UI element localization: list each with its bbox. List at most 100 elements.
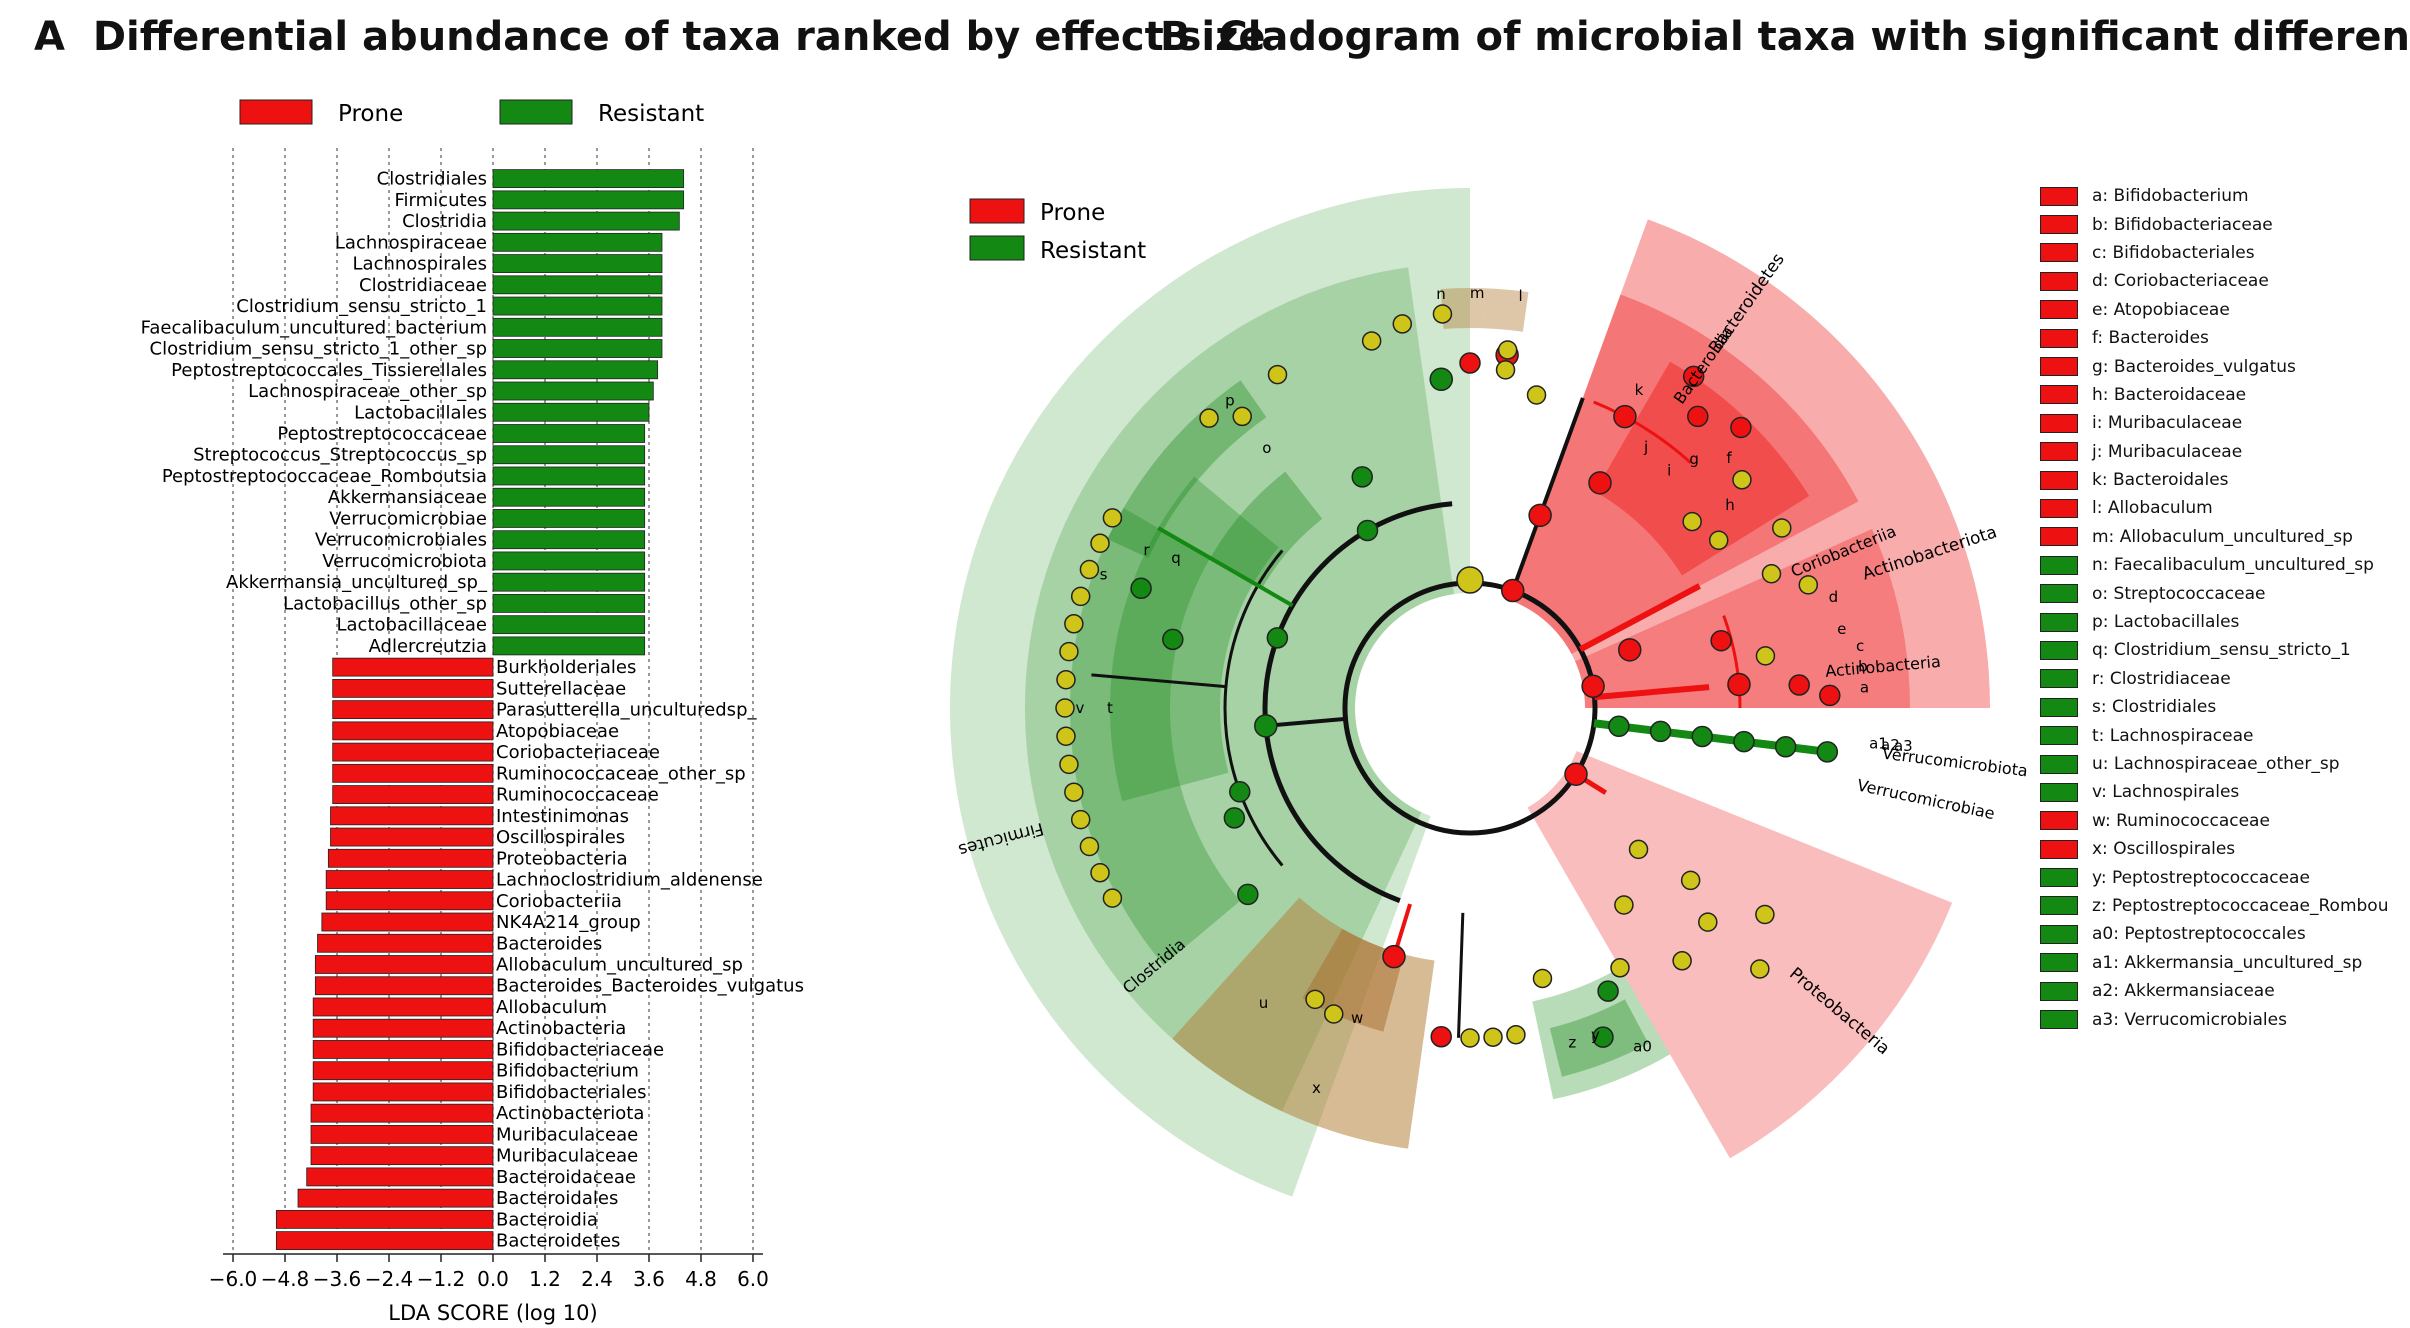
- taxa-legend-swatch: [2040, 413, 2078, 433]
- taxa-legend-label: r: Clostridiaceae: [2092, 668, 2231, 689]
- panel-a-title: A Differential abundance of taxa ranked …: [34, 14, 1266, 60]
- taxa-legend-label: e: Atopobiaceae: [2092, 299, 2230, 320]
- bar: [306, 1167, 494, 1187]
- lda-x-axis: −6.0 −4.8 −3.6 −2.4 −1.2 0.0 1.2 2.4 3.6 4.8 6.0: [209, 1253, 769, 1291]
- bar-label: Actinobacteria: [496, 1018, 626, 1039]
- bar-label: Oscillospirales: [496, 827, 625, 848]
- bar: [492, 530, 646, 550]
- taxa-legend-item: n: Faecalibaculum_uncultured_sp: [2040, 551, 2410, 579]
- taxa-legend-swatch: [2040, 782, 2078, 802]
- bar: [492, 445, 646, 465]
- bar: [312, 997, 494, 1017]
- taxa-legend-item: y: Peptostreptococcaceae: [2040, 863, 2410, 891]
- taxa-legend-swatch: [2040, 612, 2078, 632]
- bar-label: Clostridium_sensu_stricto_1: [236, 296, 487, 317]
- panel-b-title: B Cladogram of microbial taxa with signi…: [1160, 14, 2410, 60]
- bar-label: Lachnospirales: [353, 254, 487, 275]
- bar: [492, 424, 646, 443]
- bar: [492, 466, 646, 486]
- taxa-legend-swatch: [2040, 442, 2078, 462]
- taxa-legend-label: c: Bifidobacteriales: [2092, 242, 2255, 263]
- panel-a-title-text: Differential abundance of taxa ranked by…: [92, 14, 1266, 60]
- taxa-legend-label: n: Faecalibaculum_uncultured_sp: [2092, 555, 2374, 576]
- taxa-legend-label: m: Allobaculum_uncultured_sp: [2092, 526, 2353, 547]
- taxa-legend-swatch: [2040, 215, 2078, 235]
- bar: [492, 509, 646, 528]
- bar: [332, 785, 494, 804]
- bar-label: Lactobacillus_other_sp: [283, 593, 487, 614]
- x-tick-label: −4.8: [261, 1267, 310, 1291]
- taxa-legend-label: a2: Akkermansiaceae: [2092, 981, 2275, 1002]
- bar-label: Peptostreptococcales_Tissierellales: [171, 360, 487, 381]
- taxa-legend-label: l: Allobaculum: [2092, 498, 2213, 519]
- x-tick-label: −6.0: [209, 1267, 258, 1291]
- taxa-legend-item: e: Atopobiaceae: [2040, 296, 2410, 324]
- x-tick-label: 4.8: [685, 1267, 717, 1291]
- taxa-legend: a: Bifidobacterium b: Bifidobacteriaceae c…: [2040, 182, 2410, 1034]
- taxa-legend-item: a: Bifidobacterium: [2040, 182, 2410, 210]
- bar-label: Bacteroidales: [496, 1188, 618, 1209]
- bar-label: Ruminococcaceae_other_sp: [496, 763, 746, 784]
- taxa-legend-item: a0: Peptostreptococcales: [2040, 920, 2410, 948]
- taxa-legend-item: b: Bifidobacteriaceae: [2040, 210, 2410, 238]
- bar-label: Allobaculum: [496, 997, 607, 1018]
- bar-label: Firmicutes: [395, 190, 487, 211]
- taxa-legend-item: t: Lachnospiraceae: [2040, 721, 2410, 749]
- taxa-legend-swatch: [2040, 385, 2078, 405]
- bar: [312, 1082, 494, 1102]
- taxa-legend-label: b: Bifidobacteriaceae: [2092, 214, 2273, 235]
- bar-label: Bacteroidia: [496, 1209, 598, 1230]
- bar: [332, 700, 494, 720]
- bar-label: Proteobacteria: [496, 848, 628, 869]
- taxa-legend-item: j: Muribaculaceae: [2040, 438, 2410, 466]
- bar: [492, 594, 646, 613]
- bar-label: Burkholderiales: [496, 657, 636, 678]
- taxa-legend-swatch: [2040, 243, 2078, 263]
- x-tick-label: −3.6: [313, 1267, 362, 1291]
- taxa-legend-swatch: [2040, 271, 2078, 291]
- bar: [492, 211, 680, 231]
- taxa-legend-swatch: [2040, 640, 2078, 660]
- bar-label: Muribaculaceae: [496, 1124, 638, 1145]
- bar: [275, 1231, 494, 1251]
- bar: [314, 955, 494, 974]
- taxa-legend-label: d: Coriobacteriaceae: [2092, 271, 2269, 292]
- bar: [332, 678, 494, 698]
- panel-a-letter: A: [34, 14, 65, 60]
- taxa-legend-label: a0: Peptostreptococcales: [2092, 924, 2306, 945]
- x-tick-label: −1.2: [417, 1267, 466, 1291]
- taxa-legend-item: q: Clostridium_sensu_stricto_1: [2040, 636, 2410, 664]
- bar: [492, 317, 663, 337]
- bar-label: Lactobacillales: [354, 402, 487, 423]
- taxa-legend-swatch: [2040, 754, 2078, 774]
- lda-bars: [275, 169, 685, 1251]
- bar-label: Clostridia: [402, 211, 487, 232]
- taxa-legend-item: f: Bacteroides: [2040, 324, 2410, 352]
- bar-label: Bifidobacterium: [496, 1061, 639, 1082]
- taxa-legend-item: a1: Akkermansia_uncultured_sp: [2040, 949, 2410, 977]
- legend-label-prone: Prone: [338, 101, 403, 127]
- bar: [492, 381, 654, 401]
- bar: [321, 912, 494, 932]
- x-tick-label: 3.6: [633, 1267, 665, 1291]
- taxa-legend-swatch: [2040, 868, 2078, 888]
- bar-label: Atopobiaceae: [496, 721, 619, 742]
- taxa-legend-item: h: Bacteroidaceae: [2040, 381, 2410, 409]
- taxa-legend-label: x: Oscillospirales: [2092, 839, 2236, 860]
- bar: [492, 551, 646, 571]
- bar: [330, 806, 494, 826]
- bar-label: Verrucomicrobiae: [329, 508, 487, 529]
- taxa-legend-swatch: [2040, 584, 2078, 604]
- taxa-legend-swatch: [2040, 697, 2078, 717]
- taxa-legend-label: a3: Verrucomicrobiales: [2092, 1009, 2287, 1030]
- bar: [492, 190, 685, 210]
- taxa-legend-swatch: [2040, 527, 2078, 547]
- taxa-legend-label: y: Peptostreptococcaceae: [2092, 867, 2310, 888]
- taxa-legend-item: v: Lachnospirales: [2040, 778, 2410, 806]
- lda-x-axis-label: LDA SCORE (log 10): [388, 1301, 597, 1325]
- taxa-legend-swatch: [2040, 726, 2078, 746]
- taxa-legend-label: h: Bacteroidaceae: [2092, 384, 2247, 405]
- taxa-legend-swatch: [2040, 896, 2078, 916]
- taxa-legend-swatch: [2040, 498, 2078, 518]
- bar-label: Lactobacillaceae: [337, 615, 488, 636]
